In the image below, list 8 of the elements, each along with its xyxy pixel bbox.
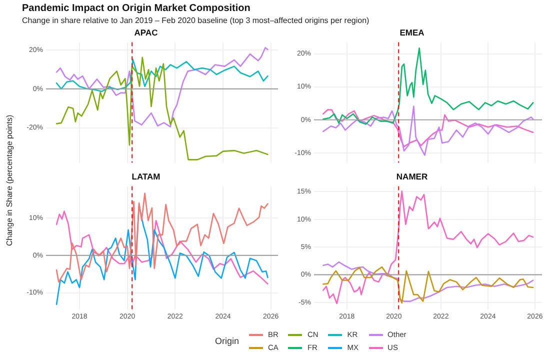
chart-title: APAC	[134, 27, 158, 38]
text: Pandemic Impact on Origin Market Composition	[22, 3, 252, 14]
chart-title: EMEA	[400, 27, 424, 38]
y-axis-title: Change in Share (percentage points)	[5, 114, 14, 246]
chart-title: LATAM	[132, 171, 160, 182]
chart-title: NAMER	[396, 171, 428, 182]
legend-title: Origin	[215, 336, 240, 346]
text: Change in share relative to Jan 2019 – Feb 2020 baseline (top 3 most–affected origins per region)	[22, 16, 370, 25]
